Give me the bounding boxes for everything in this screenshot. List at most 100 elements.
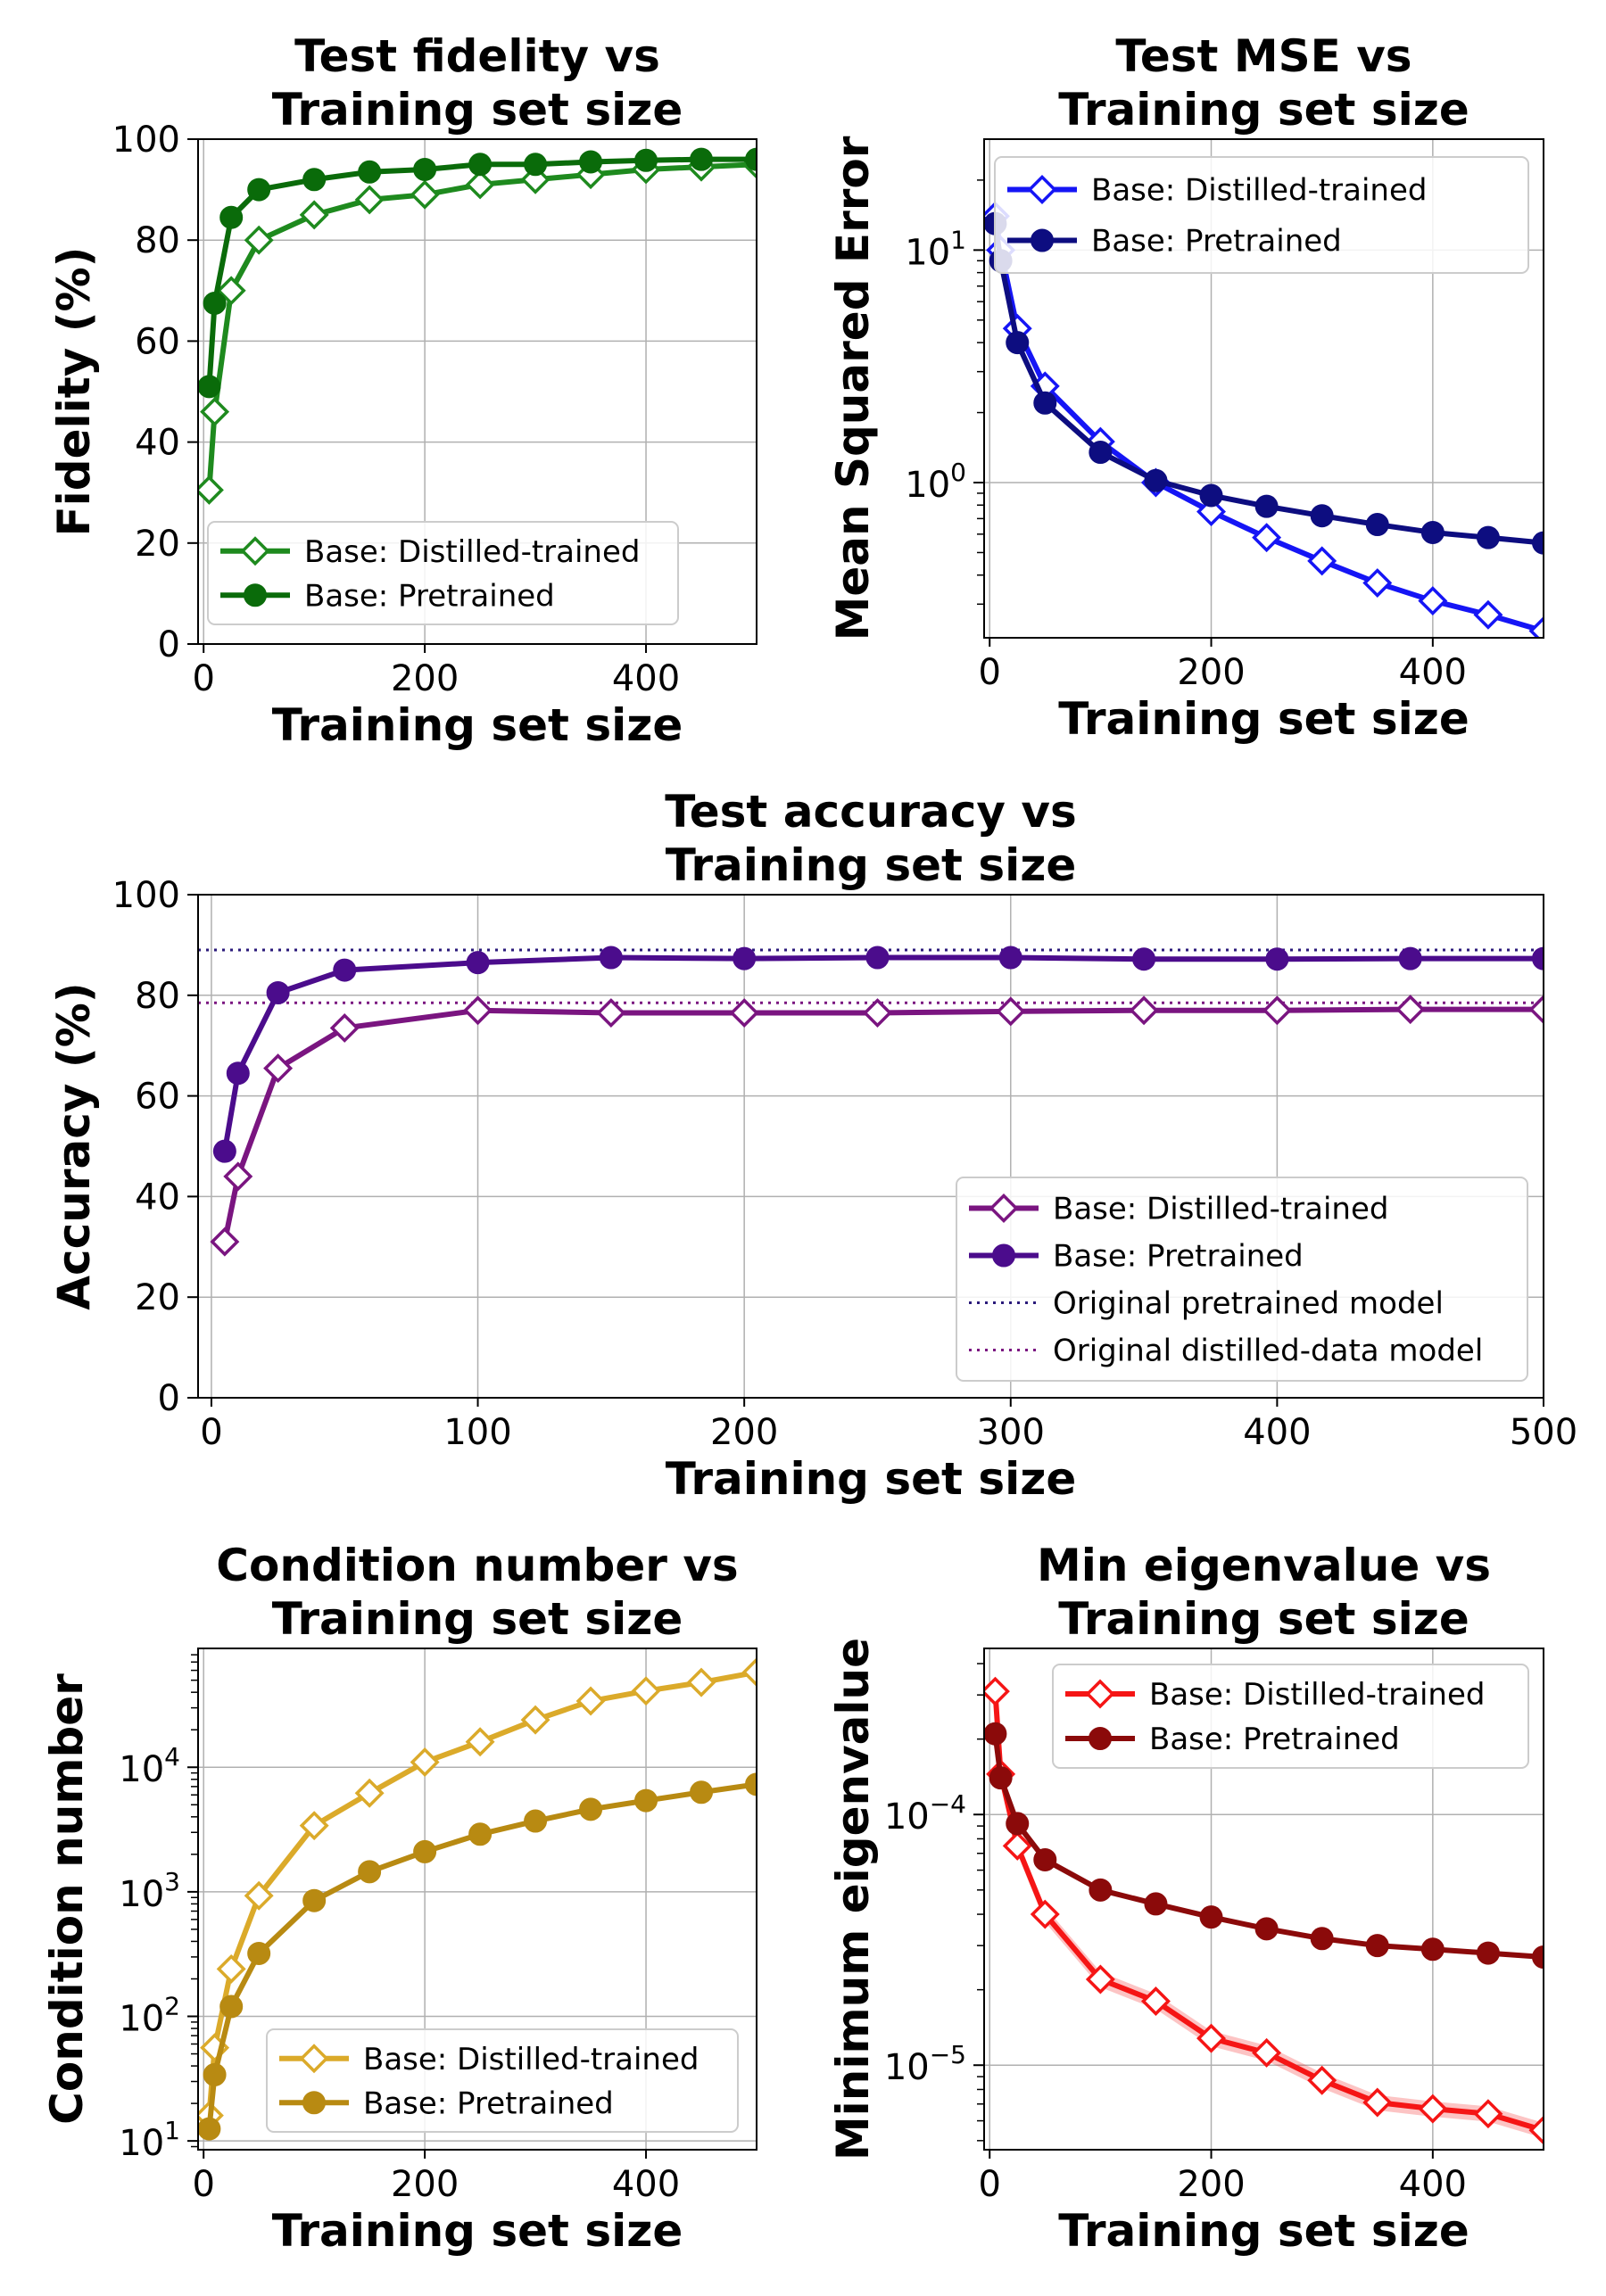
data-point bbox=[247, 1941, 271, 1965]
x-tick-label: 500 bbox=[1510, 1412, 1577, 1453]
data-point bbox=[745, 147, 757, 171]
legend-box bbox=[207, 521, 679, 625]
data-point bbox=[203, 291, 227, 315]
data-point bbox=[686, 1667, 716, 1697]
data-point bbox=[413, 157, 437, 181]
x-tick-label: 0 bbox=[978, 652, 1000, 693]
data-point bbox=[1528, 995, 1544, 1025]
data-point bbox=[329, 1012, 360, 1043]
accuracy-axes-frame bbox=[197, 894, 1544, 1399]
legend-marker bbox=[992, 1243, 1015, 1268]
data-point bbox=[219, 205, 244, 229]
series-line bbox=[221, 954, 1544, 1152]
legend-marker bbox=[989, 1193, 1019, 1223]
data-point bbox=[1089, 1878, 1113, 1902]
mineig-axes-frame bbox=[983, 1648, 1544, 2151]
legend-label: Base: Pretrained bbox=[363, 2085, 614, 2121]
data-point bbox=[599, 946, 623, 970]
accuracy-legend: Base: Distilled-trained Base: Pretrained O… bbox=[956, 1177, 1528, 1382]
data-point bbox=[634, 1788, 658, 1813]
y-tick-label: 10−5 bbox=[884, 2040, 966, 2088]
data-point bbox=[1006, 1812, 1030, 1836]
data-point bbox=[1473, 2099, 1503, 2129]
data-point bbox=[302, 1888, 327, 1912]
data-point bbox=[198, 475, 224, 505]
data-point bbox=[1420, 1937, 1445, 1962]
legend-marker bbox=[1031, 228, 1054, 252]
data-point bbox=[354, 1778, 385, 1808]
series-line bbox=[992, 215, 1544, 634]
data-point bbox=[1033, 391, 1057, 415]
y-tick-label: 0 bbox=[158, 624, 180, 665]
data-point bbox=[984, 1722, 1007, 1746]
data-point bbox=[634, 148, 658, 172]
accuracy-title-line-1: Test accuracy vs bbox=[665, 786, 1076, 838]
data-point bbox=[244, 225, 274, 255]
y-tick-label: 102 bbox=[119, 1992, 180, 2040]
x-tick-label: 0 bbox=[978, 2164, 1000, 2205]
series-line bbox=[206, 161, 757, 491]
accuracy-title-line-2: Training set size bbox=[666, 839, 1077, 891]
accuracy-series-1 bbox=[210, 995, 1544, 1257]
data-point bbox=[1307, 546, 1337, 576]
y-tick-label: 100 bbox=[112, 120, 180, 161]
legend-marker bbox=[244, 583, 267, 607]
data-point bbox=[579, 1797, 603, 1821]
data-point bbox=[745, 1772, 757, 1796]
fidelity-title-line-1: Test fidelity vs bbox=[294, 30, 660, 82]
legend-label: Base: Pretrained bbox=[1149, 1722, 1400, 1757]
accuracy-series-2 bbox=[212, 946, 1544, 1163]
legend-marker bbox=[1027, 175, 1057, 204]
y-tick-label: 103 bbox=[119, 1867, 180, 1915]
fidelity-axes-frame bbox=[197, 138, 757, 645]
data-point bbox=[1528, 615, 1544, 638]
data-point bbox=[575, 1686, 606, 1716]
data-point bbox=[198, 2117, 221, 2141]
condition-x-axis-label: Training set size bbox=[272, 2205, 683, 2257]
y-tick-label: 80 bbox=[135, 220, 180, 261]
data-point bbox=[200, 397, 230, 427]
data-point bbox=[1254, 1917, 1279, 1941]
x-tick-label: 400 bbox=[1243, 1412, 1311, 1453]
data-point bbox=[219, 1995, 244, 2019]
data-point bbox=[690, 147, 714, 171]
y-tick-label: 10−4 bbox=[884, 1789, 966, 1838]
legend-box bbox=[956, 1177, 1528, 1382]
mineig-title-line-1: Min eigenvalue vs bbox=[1037, 1540, 1491, 1591]
data-point bbox=[1362, 2087, 1393, 2118]
y-tick-label: 20 bbox=[135, 1277, 180, 1318]
data-point bbox=[1089, 441, 1113, 465]
legend-label: Base: Distilled-trained bbox=[1053, 1192, 1388, 1227]
accuracy-x-axis-label: Training set size bbox=[666, 1453, 1077, 1505]
data-point bbox=[244, 1880, 274, 1911]
y-tick-label: 101 bbox=[905, 225, 966, 273]
data-point bbox=[302, 168, 327, 192]
data-point bbox=[1129, 995, 1159, 1026]
data-point bbox=[733, 946, 757, 970]
data-point bbox=[1365, 1934, 1389, 1958]
data-point bbox=[263, 1053, 294, 1084]
data-point bbox=[410, 179, 440, 210]
data-point bbox=[631, 1676, 661, 1706]
data-point bbox=[690, 1780, 714, 1805]
data-point bbox=[468, 1822, 493, 1846]
data-point bbox=[865, 946, 890, 970]
x-tick-label: 200 bbox=[391, 658, 459, 699]
mineig-x-axis-label: Training set size bbox=[1058, 2205, 1469, 2257]
x-tick-label: 200 bbox=[710, 1412, 778, 1453]
condition-title-line-1: Condition number vs bbox=[216, 1540, 738, 1591]
data-point bbox=[216, 276, 246, 306]
fidelity-title-line-2: Training set size bbox=[272, 84, 683, 136]
data-point bbox=[1196, 497, 1226, 527]
legend-label: Original distilled-data model bbox=[1053, 1334, 1483, 1369]
mse-title-line-2: Training set size bbox=[1058, 84, 1469, 136]
legend-label: Base: Distilled-trained bbox=[363, 2042, 699, 2077]
legend-marker bbox=[240, 536, 270, 566]
legend-box bbox=[1052, 1664, 1529, 1769]
data-point bbox=[1030, 1899, 1060, 1929]
legend-box bbox=[266, 2028, 739, 2133]
x-tick-label: 400 bbox=[1399, 2164, 1467, 2205]
